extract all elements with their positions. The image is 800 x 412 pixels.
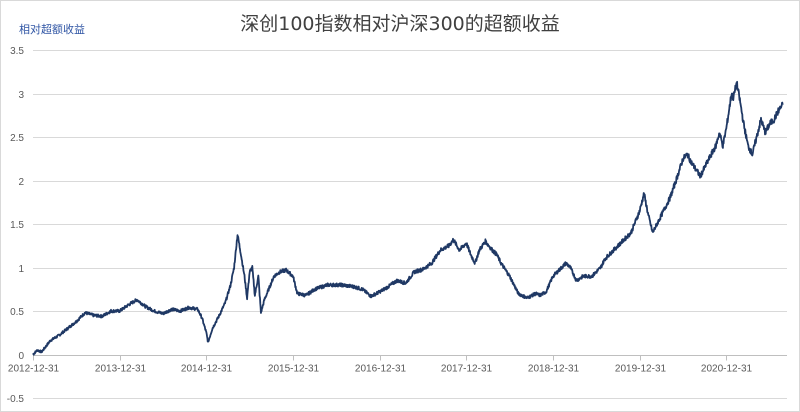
x-tick-label: 2015-12-31	[268, 364, 320, 375]
series-line	[32, 80, 784, 356]
y-tick-label: 1	[18, 264, 24, 275]
x-tick-label: 2016-12-31	[355, 364, 407, 375]
x-tick-label: 2014-12-31	[181, 364, 233, 375]
x-tick-label: 2018-12-31	[528, 364, 580, 375]
x-tick-label: 2013-12-31	[95, 364, 147, 375]
x-tick-label: 2012-12-31	[8, 364, 60, 375]
y-tick-label: -0.5	[7, 394, 25, 405]
y-tick-label: 3.5	[10, 46, 24, 57]
x-tick-label: 2020-12-31	[701, 364, 753, 375]
y-tick-label: 3	[18, 90, 24, 101]
y-tick-label: 1.5	[10, 220, 24, 231]
y-tick-label: 2.5	[10, 133, 24, 144]
y-tick-label: 0.5	[10, 307, 24, 318]
y-tick-label: 2	[18, 177, 24, 188]
x-tick-label: 2019-12-31	[615, 364, 667, 375]
y-axis-label: 相对超额收益	[19, 23, 85, 36]
y-tick-label: 0	[18, 351, 24, 362]
x-tick-label: 2017-12-31	[441, 364, 493, 375]
chart-title: 深创100指数相对沪深300的超额收益	[240, 13, 560, 35]
